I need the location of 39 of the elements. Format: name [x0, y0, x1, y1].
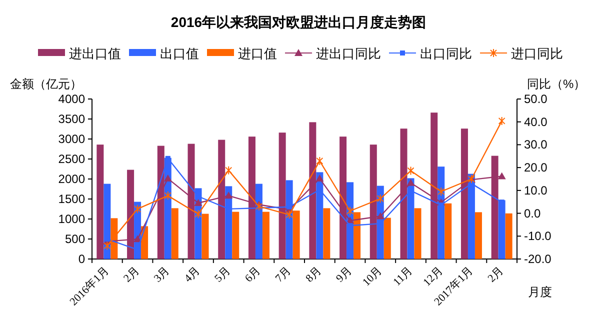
y2-tick-label: 0.0 — [524, 206, 542, 220]
legend-label: 进出口同比 — [316, 46, 381, 61]
y-tick-label: 1000 — [58, 212, 86, 226]
y-tick-label: 3500 — [58, 112, 86, 126]
y2-tick-label: 50.0 — [524, 92, 548, 106]
y2-tick-label: -10.0 — [524, 229, 552, 244]
legend-label: 出口同比 — [420, 46, 472, 61]
x-tick-label: 9月 — [334, 264, 354, 285]
x-tick-label: 6月 — [242, 264, 264, 285]
x-tick-label: 2月 — [486, 264, 506, 285]
x-tick-label: 11月 — [391, 264, 415, 288]
x-tick-label: 10月 — [360, 264, 385, 289]
legend-label: 出口值 — [160, 46, 199, 61]
x-tick-label: 2月 — [122, 264, 142, 285]
y2-tick-label: 40.0 — [524, 114, 548, 129]
y2-axis-title: 同比（%） — [527, 77, 586, 91]
y2-tick-label: 10.0 — [524, 183, 548, 198]
x-tick-label: 12月 — [421, 264, 446, 289]
y-tick-label: 0 — [78, 252, 86, 266]
y-tick-label: 2500 — [58, 152, 86, 166]
legend-label: 进口值 — [238, 46, 277, 61]
y-tick-label: 2000 — [58, 172, 86, 186]
y2-tick-label: 20.0 — [524, 160, 548, 175]
y-tick-label: 4000 — [58, 92, 86, 106]
x-tick-label: 4月 — [182, 264, 202, 285]
legend-label: 进口同比 — [511, 46, 563, 61]
x-tick-label: 8月 — [304, 264, 324, 285]
chart-title: 2016年以来我国对欧盟进出口月度走势图 — [170, 14, 426, 30]
x-tick-label: 7月 — [273, 264, 294, 285]
y-tick-label: 3000 — [58, 132, 86, 146]
x-tick-label: 3月 — [152, 264, 172, 285]
x-tick-label: 5月 — [212, 264, 233, 285]
legend-label: 进出口值 — [69, 46, 121, 61]
y2-tick-label: -20.0 — [524, 252, 552, 266]
y-tick-label: 1500 — [58, 192, 86, 206]
y-tick-label: 500 — [64, 232, 86, 246]
y-axis-title: 金额（亿元） — [10, 77, 82, 91]
y2-tick-label: 30.0 — [524, 138, 548, 152]
x-axis-title: 月度 — [528, 285, 552, 299]
